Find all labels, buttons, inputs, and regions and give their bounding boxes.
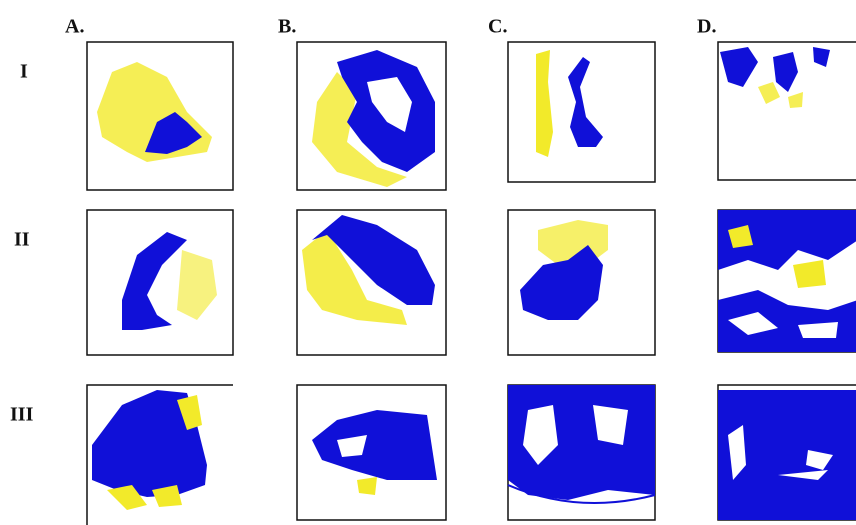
image-panel (86, 384, 233, 525)
row-label: III (10, 404, 34, 426)
image-panel (296, 384, 447, 521)
image-panel (507, 41, 656, 183)
image-panel (717, 384, 856, 521)
row-label: II (14, 229, 30, 251)
column-label: B. (278, 16, 296, 38)
column-label: C. (488, 16, 507, 38)
image-panel (86, 41, 234, 191)
row-label: I (20, 61, 28, 83)
image-panel (507, 384, 656, 521)
column-label: A. (65, 16, 84, 38)
image-panel (86, 209, 234, 356)
image-panel (296, 41, 447, 191)
image-panel (507, 209, 656, 356)
column-label: D. (697, 16, 716, 38)
image-panel (296, 209, 447, 356)
image-panel (717, 41, 856, 181)
image-panel (717, 209, 856, 353)
